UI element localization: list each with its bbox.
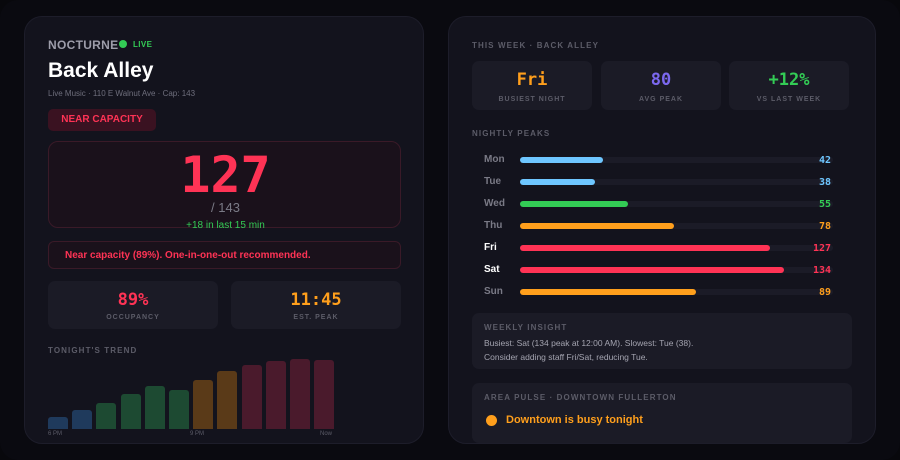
trend-chart	[48, 357, 338, 429]
nightly-bar	[520, 267, 784, 273]
capacity-status-badge: NEAR CAPACITY	[48, 109, 156, 131]
est-peak-label: EST. PEAK	[293, 314, 339, 321]
nightly-bar-track	[520, 223, 833, 229]
nightly-value-label: 42	[818, 155, 831, 166]
trend-bar	[169, 390, 189, 429]
nightly-value-label: 78	[818, 221, 831, 232]
nightly-value-label: 134	[812, 265, 831, 276]
area-pulse-panel: AREA PULSE · DOWNTOWN FULLERTON Downtown…	[472, 383, 852, 443]
trend-bar	[193, 380, 214, 429]
current-count: 127	[180, 146, 271, 204]
trend-bar	[290, 359, 310, 429]
insight-line: Busiest: Sat (134 peak at 12:00 AM). Slo…	[484, 338, 694, 348]
trend-bar	[144, 386, 165, 429]
nightly-peaks-title: NIGHTLY PEAKS	[472, 129, 551, 138]
weekly-insight-panel: WEEKLY INSIGHT Busiest: Sat (134 peak at…	[472, 313, 852, 369]
nightly-bar	[520, 245, 770, 251]
nightly-bar-track	[520, 157, 833, 163]
trend-bar	[96, 403, 117, 429]
occupancy-label: OCCUPANCY	[106, 314, 160, 321]
kpi-label: AVG PEAK	[638, 96, 684, 103]
insight-title: WEEKLY INSIGHT	[484, 323, 568, 332]
nightly-bar-track	[520, 201, 833, 207]
nightly-bar-track	[520, 179, 833, 185]
nightly-bar	[520, 201, 628, 207]
est-peak-value: 11:45	[290, 290, 342, 310]
kpi-busiest-night: Fri BUSIEST NIGHT	[472, 61, 592, 110]
nightly-bar	[520, 179, 595, 185]
nightly-day-label: Fri	[484, 242, 497, 253]
brand-name: NOCTURNE	[48, 38, 119, 52]
venue-card: NOCTURNE LIVE Back Alley Live Music · 11…	[24, 16, 424, 444]
nightly-day-label: Tue	[484, 176, 502, 187]
nightly-bar-track	[520, 289, 833, 295]
nightly-day-label: Sat	[484, 264, 500, 275]
trend-bar	[241, 365, 262, 429]
weekly-card: THIS WEEK · BACK ALLEY Fri BUSIEST NIGHT…	[448, 16, 876, 444]
capacity-alert: Near capacity (89%). One-in-one-out reco…	[48, 241, 401, 269]
nightly-value-label: 89	[818, 287, 831, 298]
trend-tick-now: Now	[320, 431, 333, 437]
trend-bar	[72, 410, 93, 429]
trend-bar	[265, 361, 286, 429]
nightly-bar-track	[520, 267, 833, 273]
count-delta: +18 in last 15 min	[186, 220, 265, 231]
pulse-status-icon	[486, 415, 497, 426]
week-title: THIS WEEK · BACK ALLEY	[472, 41, 600, 50]
trend-tick-start: 6 PM	[48, 431, 63, 437]
venue-meta: Live Music · 110 E Walnut Ave · Cap: 143	[48, 89, 196, 98]
trend-bar	[217, 371, 238, 429]
insight-line: Consider adding staff Fri/Sat, reducing …	[484, 352, 648, 362]
nightly-day-label: Sun	[484, 286, 503, 297]
pulse-title: AREA PULSE · DOWNTOWN FULLERTON	[484, 393, 677, 402]
nightly-day-label: Wed	[484, 198, 505, 209]
nightly-value-label: 38	[818, 177, 831, 188]
trend-title: TONIGHT'S TREND	[48, 346, 138, 355]
trend-tick-mid: 9 PM	[190, 431, 205, 437]
kpi-value: 80	[650, 70, 672, 90]
kpi-value: +12%	[768, 70, 810, 90]
nightly-day-label: Thu	[484, 220, 503, 231]
occupancy-stat: 89% OCCUPANCY	[48, 281, 218, 329]
live-label: LIVE	[133, 40, 153, 49]
kpi-vs-last-week: +12% VS LAST WEEK	[729, 61, 849, 110]
kpi-avg-peak: 80 AVG PEAK	[601, 61, 721, 110]
kpi-label: BUSIEST NIGHT	[498, 96, 566, 103]
nightly-value-label: 55	[818, 199, 831, 210]
est-peak-stat: 11:45 EST. PEAK	[231, 281, 401, 329]
capacity-total: / 143	[211, 200, 240, 215]
kpi-value: Fri	[516, 70, 548, 90]
trend-bar	[48, 417, 68, 429]
trend-bar	[120, 394, 141, 429]
nightly-bar-track	[520, 245, 833, 251]
occupancy-value: 89%	[117, 290, 149, 310]
pulse-message: Downtown is busy tonight	[506, 414, 643, 426]
trend-bar	[314, 360, 335, 429]
nightly-bar	[520, 289, 696, 295]
live-indicator-icon	[119, 40, 127, 48]
nightly-bar	[520, 157, 603, 163]
nightly-bar	[520, 223, 674, 229]
venue-name: Back Alley	[48, 59, 154, 82]
headcount-panel: 127 / 143 +18 in last 15 min	[48, 141, 401, 231]
kpi-label: VS LAST WEEK	[756, 96, 822, 103]
nightly-value-label: 127	[812, 243, 831, 254]
nightly-day-label: Mon	[484, 154, 505, 165]
